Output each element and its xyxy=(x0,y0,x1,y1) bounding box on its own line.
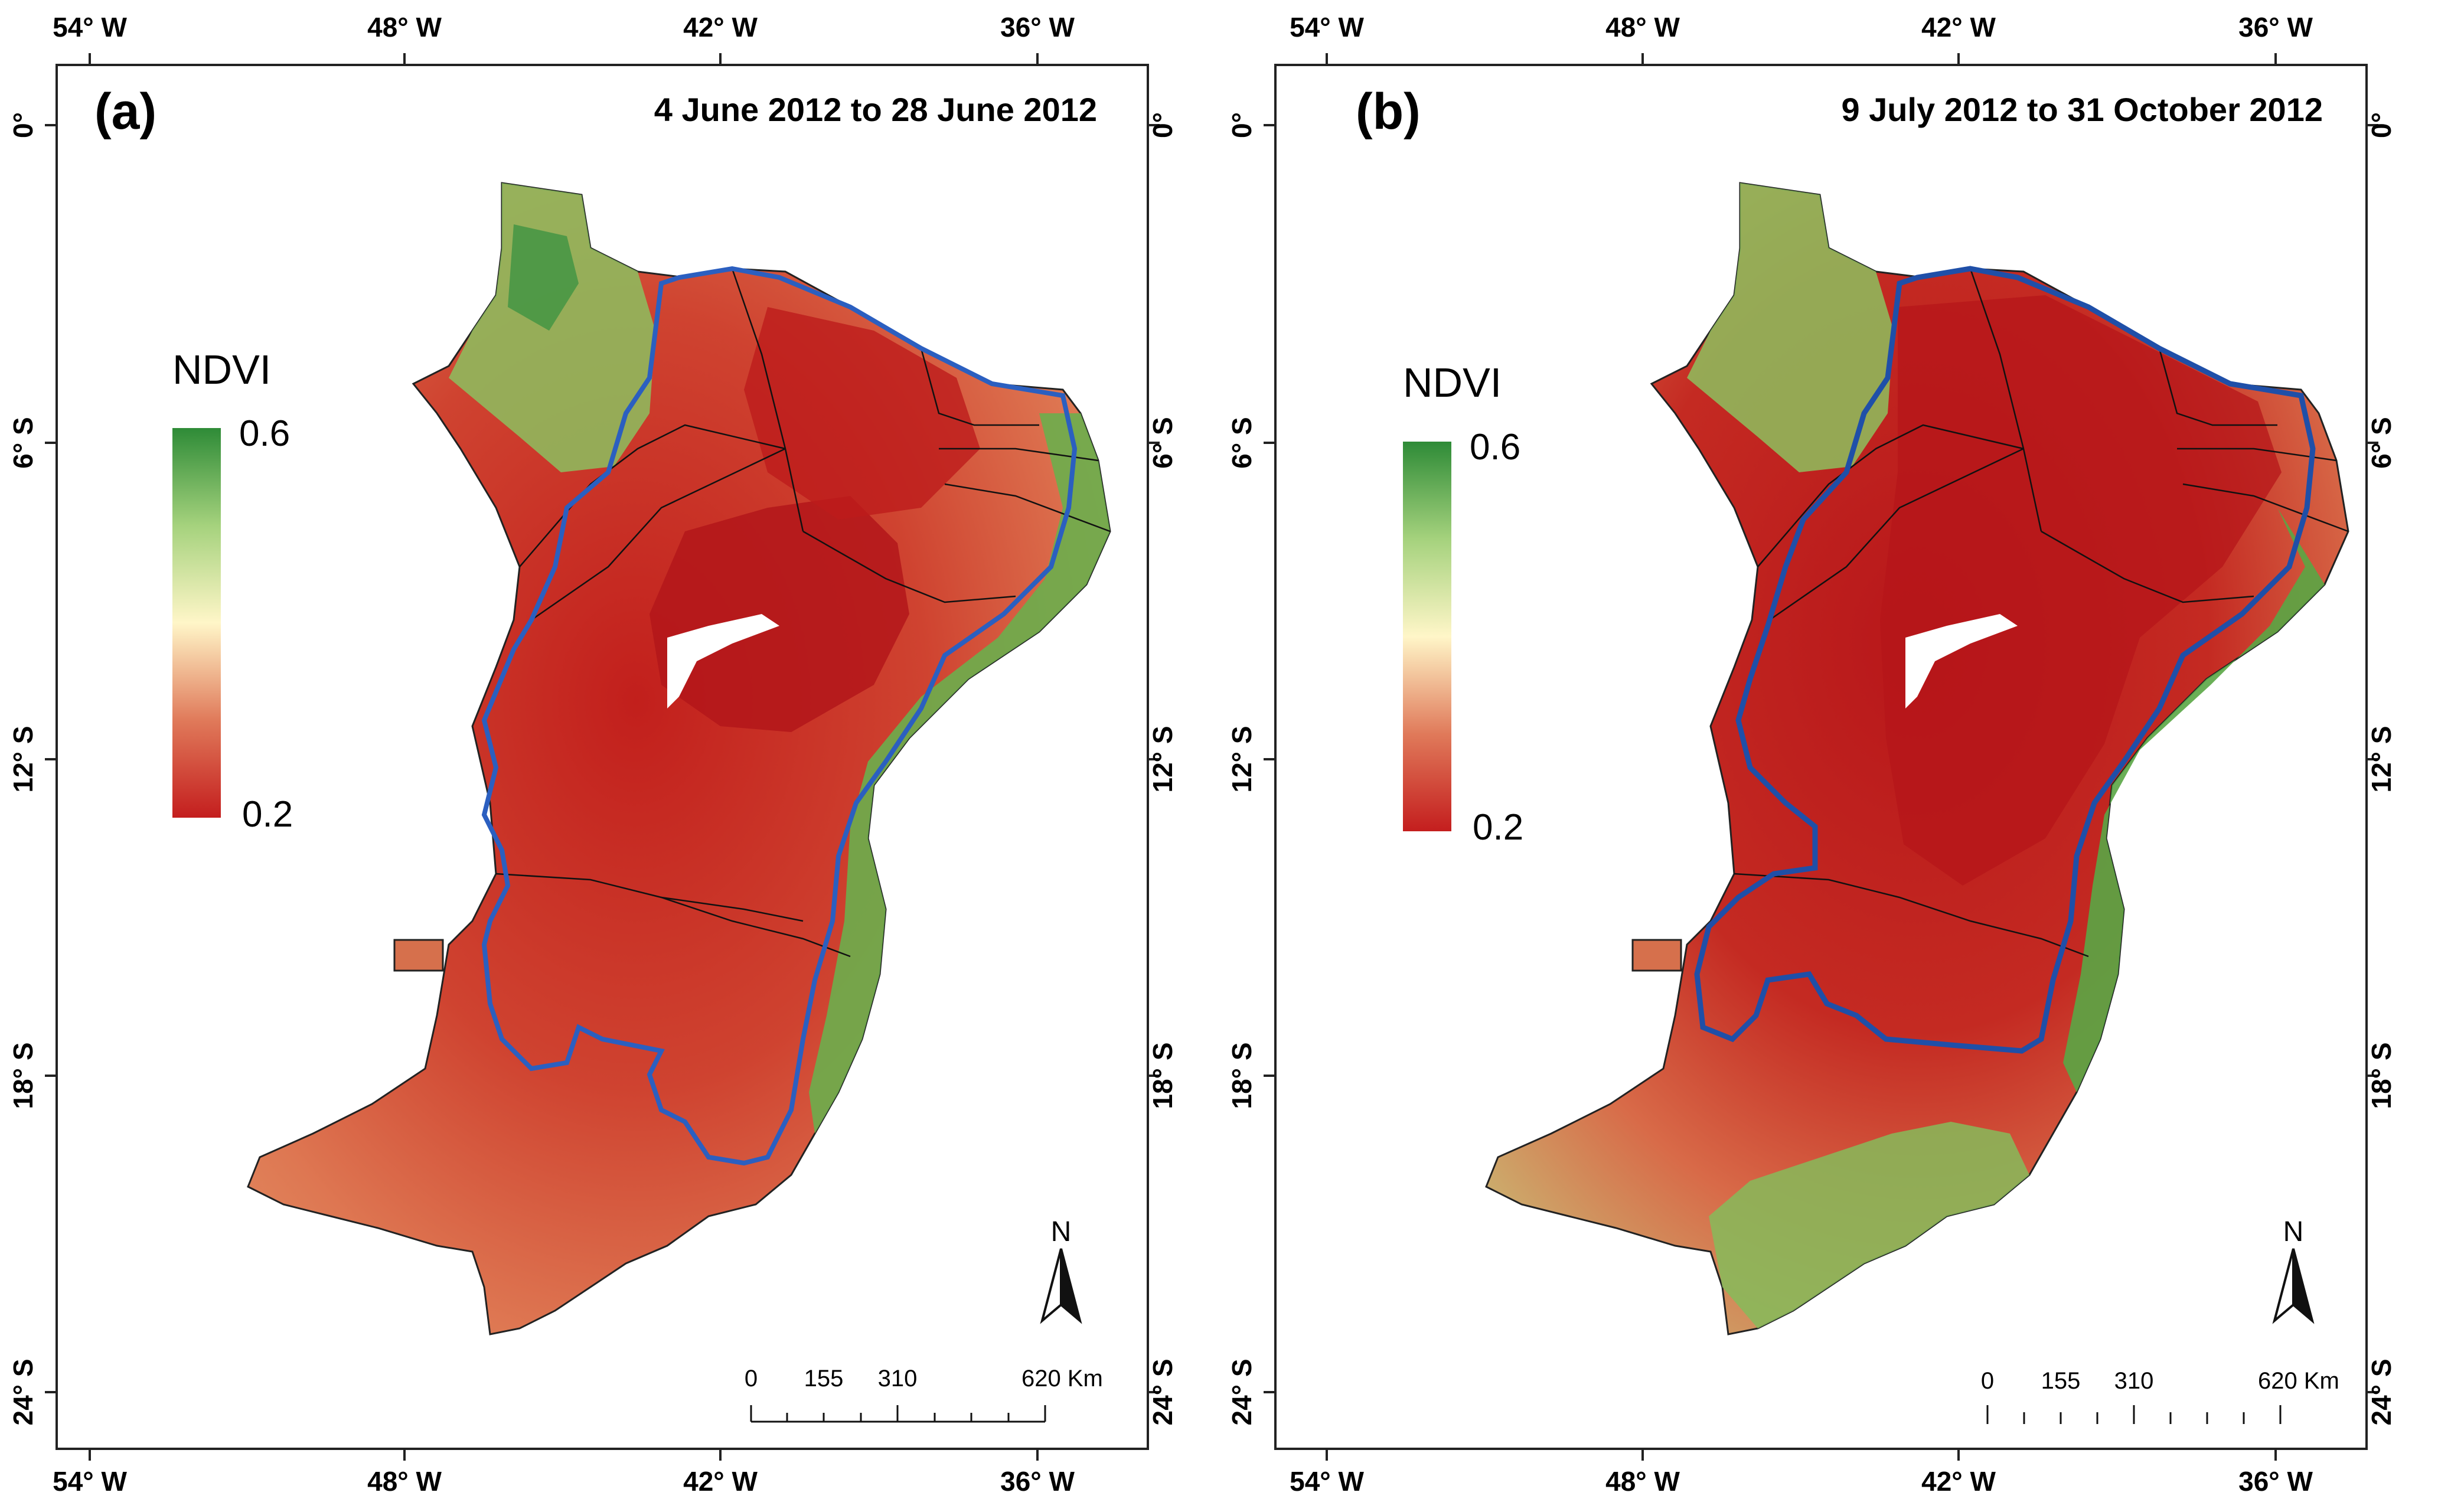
green-northwest-area xyxy=(1687,183,1894,472)
lon-label-42w-top: 42° W xyxy=(1921,12,1996,43)
legend-max-label: 0.6 xyxy=(239,413,290,454)
northeast-brazil-map xyxy=(247,182,1111,1335)
map-panel-b: 54° W 48° W 42° W 36° W 54° W 48° W 42° … xyxy=(1219,0,2437,1509)
north-arrow: N xyxy=(2272,1216,2315,1324)
green-east-coast xyxy=(2063,508,2325,1092)
ndvi-legend: NDVI 0.6 0.2 xyxy=(172,347,293,835)
north-arrow-left xyxy=(2272,1248,2295,1324)
lon-label-42w-bottom: 42° W xyxy=(683,1466,758,1497)
legend-title: NDVI xyxy=(172,347,271,393)
north-arrow-right xyxy=(2292,1248,2315,1324)
north-arrow: N xyxy=(1040,1216,1082,1324)
lat-label-18s-left: 18° S xyxy=(8,1042,38,1109)
panel-label: (b) xyxy=(1356,83,1421,140)
semiarid-boundary xyxy=(481,266,1078,1166)
state-borders xyxy=(1734,268,2349,958)
lat-label-12s-left: 12° S xyxy=(1226,726,1257,792)
lat-label-0-left: 0° xyxy=(8,112,38,138)
graticule-ticks xyxy=(1264,53,2378,1461)
legend-title: NDVI xyxy=(1403,360,1502,406)
green-south-area xyxy=(1709,1122,2029,1328)
lat-label-6s-left: 6° S xyxy=(1226,417,1257,468)
north-label: N xyxy=(2283,1216,2304,1248)
lon-label-36w-bottom: 36° W xyxy=(1000,1466,1075,1497)
lon-label-42w-top: 42° W xyxy=(683,12,758,43)
map-panel-a-svg: 54° W 48° W 42° W 36° W 54° W 48° W 42° … xyxy=(8,12,1178,1497)
period-title: 4 June 2012 to 28 June 2012 xyxy=(654,91,1097,128)
scale-tick-155: 155 xyxy=(804,1366,844,1392)
scale-tick-620: 620 Km xyxy=(1021,1366,1103,1392)
lat-label-0-right: 0° xyxy=(2366,112,2397,138)
lon-label-48w-bottom: 48° W xyxy=(367,1466,442,1497)
lat-label-24s-left: 24° S xyxy=(8,1358,38,1425)
scale-bar: 0 155 310 620 Km xyxy=(745,1366,1103,1423)
lon-label-36w-top: 36° W xyxy=(2238,12,2313,43)
period-title: 9 July 2012 to 31 October 2012 xyxy=(1841,91,2323,128)
lat-label-0-right: 0° xyxy=(1147,112,1178,138)
green-northwest-area xyxy=(449,183,655,472)
lon-label-54w-top: 54° W xyxy=(53,12,127,43)
lon-label-54w-top: 54° W xyxy=(1290,12,1364,43)
lat-label-0-left: 0° xyxy=(1226,112,1257,138)
reservoir xyxy=(667,614,779,708)
lon-label-54w-bottom: 54° W xyxy=(53,1466,127,1497)
northeast-brazil-map xyxy=(1485,182,2349,1335)
north-arrow-right xyxy=(1060,1248,1082,1324)
scale-tick-155: 155 xyxy=(2041,1368,2081,1394)
map-panel-a: 54° W 48° W 42° W 36° W 54° W 48° W 42° … xyxy=(0,0,1219,1509)
lon-label-48w-bottom: 48° W xyxy=(1605,1466,1680,1497)
legend-min-label: 0.2 xyxy=(1473,807,1523,848)
lat-label-12s-left: 12° S xyxy=(8,726,38,792)
graticule-ticks xyxy=(45,53,1160,1461)
dry-core-area xyxy=(1880,295,2282,886)
lat-label-6s-left: 6° S xyxy=(8,417,38,468)
scale-tick-310: 310 xyxy=(878,1366,918,1392)
panel-label: (a) xyxy=(94,83,156,140)
scale-bar: 0 155 310 620 Km xyxy=(1981,1368,2339,1424)
lon-label-48w-top: 48° W xyxy=(1605,12,1680,43)
map-panel-b-svg: 54° W 48° W 42° W 36° W 54° W 48° W 42° … xyxy=(1226,12,2397,1497)
lat-label-24s-right: 24° S xyxy=(1147,1358,1178,1425)
dense-green-north xyxy=(508,224,579,331)
detached-patch xyxy=(393,939,444,972)
lon-label-54w-bottom: 54° W xyxy=(1290,1466,1364,1497)
scale-tick-310: 310 xyxy=(2114,1368,2154,1394)
reservoir xyxy=(1905,614,2018,708)
detached-patch xyxy=(1631,939,1682,972)
lon-label-36w-top: 36° W xyxy=(1000,12,1075,43)
semiarid-boundary xyxy=(1694,266,2316,1054)
north-label: N xyxy=(1051,1216,1072,1248)
scale-tick-0: 0 xyxy=(1981,1368,1994,1394)
dry-north-area xyxy=(744,307,980,520)
ndvi-legend: NDVI 0.6 0.2 xyxy=(1403,360,1523,848)
north-arrow-left xyxy=(1040,1248,1062,1324)
lat-label-12s-right: 12° S xyxy=(2366,726,2397,792)
lat-label-12s-right: 12° S xyxy=(1147,726,1178,792)
map-frame xyxy=(1274,64,2368,1450)
lat-label-24s-left: 24° S xyxy=(1226,1358,1257,1425)
map-frame xyxy=(56,64,1149,1450)
scale-tick-0: 0 xyxy=(745,1366,758,1392)
legend-max-label: 0.6 xyxy=(1470,427,1520,468)
legend-min-label: 0.2 xyxy=(242,794,293,835)
lat-label-18s-left: 18° S xyxy=(1226,1042,1257,1109)
lat-label-6s-right: 6° S xyxy=(1147,417,1178,468)
legend-colorbar xyxy=(172,428,221,818)
green-east-coast xyxy=(809,413,1110,1134)
region-outline xyxy=(247,182,1111,1335)
lat-label-6s-right: 6° S xyxy=(2366,417,2397,468)
lat-label-24s-right: 24° S xyxy=(2366,1358,2397,1425)
legend-colorbar xyxy=(1403,442,1451,831)
lon-label-36w-bottom: 36° W xyxy=(2238,1466,2313,1497)
scale-tick-620: 620 Km xyxy=(2258,1368,2339,1394)
lon-label-48w-top: 48° W xyxy=(367,12,442,43)
lat-label-18s-right: 18° S xyxy=(2366,1042,2397,1109)
lat-label-18s-right: 18° S xyxy=(1147,1042,1178,1109)
lon-label-42w-bottom: 42° W xyxy=(1921,1466,1996,1497)
